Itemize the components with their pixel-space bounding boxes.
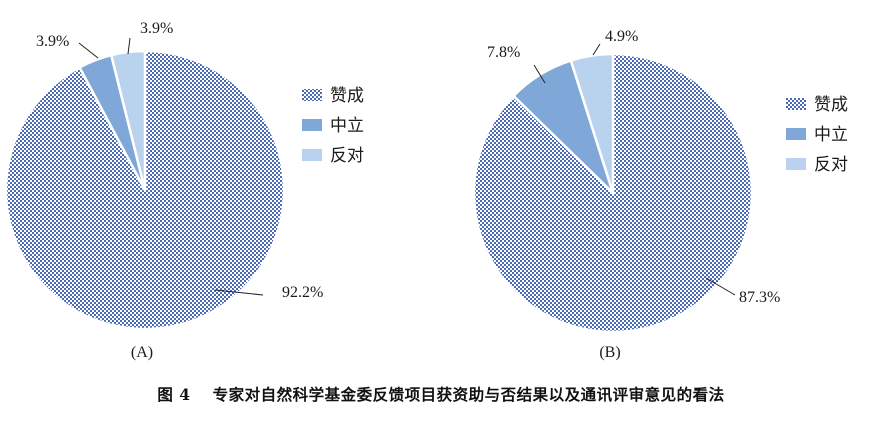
pie-a-value-label-2: 3.9% [140, 20, 173, 37]
legend-a-label-1: 中立 [330, 116, 364, 136]
pie-a-leader-2 [127, 37, 131, 55]
legend-a-swatch-2 [302, 149, 322, 161]
pie-b-value-label-1: 7.8% [487, 44, 520, 61]
pie-b-leader-0 [705, 277, 736, 296]
pie-b-leader-1 [533, 64, 546, 84]
legend-b-swatch-0 [786, 98, 806, 110]
legend-a-swatch-1 [302, 119, 322, 131]
legend-b-swatch-1 [786, 128, 806, 140]
pie-a-leader-1 [78, 42, 99, 59]
legend-a-label-2: 反对 [330, 146, 364, 166]
caption-text: 专家对自然科学基金委反馈项目获资助与否结果以及通讯评审意见的看法 [212, 386, 725, 404]
figure-number: 图 4 [157, 385, 191, 404]
figure-caption: 图 4 专家对自然科学基金委反馈项目获资助与否结果以及通讯评审意见的看法 [0, 383, 882, 405]
legend-b-label-1: 中立 [814, 125, 848, 145]
panel-label-b: (B) [599, 344, 620, 361]
pie-b-value-label-2: 4.9% [605, 28, 638, 45]
legend-a-swatch-0 [302, 89, 322, 101]
legend-b-swatch-2 [786, 158, 806, 170]
legend-b-label-2: 反对 [814, 155, 848, 175]
legend-a-label-0: 赞成 [330, 86, 364, 106]
pie-a-value-label-0: 92.2% [282, 284, 323, 301]
pie-b-leader-2 [592, 43, 601, 56]
pie-b-slice-2 [569, 52, 615, 194]
pie-b-value-label-0: 87.3% [739, 289, 780, 306]
panel-label-a: (A) [131, 344, 153, 361]
pie-a-leader-0 [214, 289, 264, 296]
legend-b-label-0: 赞成 [814, 95, 848, 115]
pie-a-value-label-1: 3.9% [36, 33, 69, 50]
